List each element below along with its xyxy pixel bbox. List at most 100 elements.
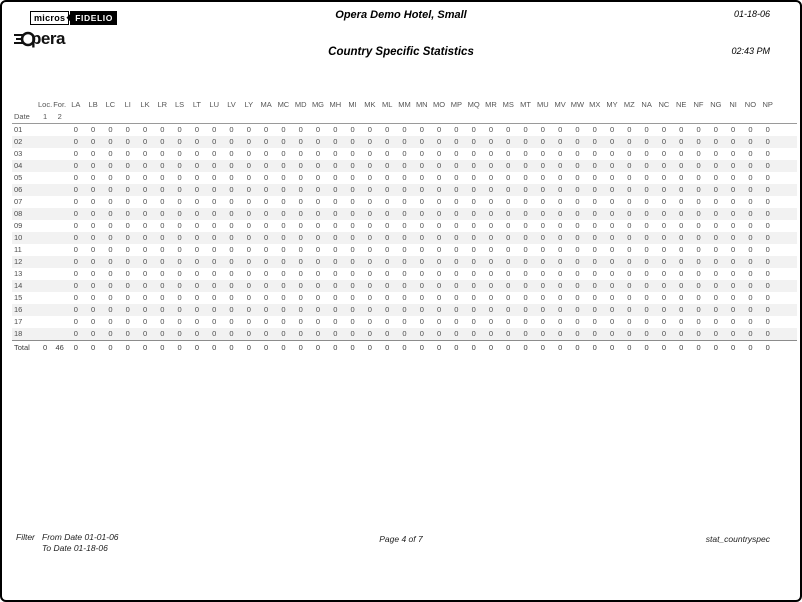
value-cell: 0: [644, 125, 649, 134]
value-cell: 0: [119, 184, 137, 196]
value-cell: 0: [264, 197, 269, 206]
value-cell: 0: [523, 269, 528, 278]
value-cell: 0: [523, 149, 528, 158]
value-cell: 0: [136, 256, 154, 268]
value-cell: 0: [465, 256, 483, 268]
micros-wordmark: micros: [30, 11, 70, 25]
value-cell: 0: [160, 221, 165, 230]
col-header-country: LA: [71, 100, 81, 109]
col-subheader-empty: [430, 111, 448, 124]
date-cell: 14: [12, 280, 38, 292]
for-cell: [52, 232, 68, 244]
date-cell: 07: [14, 197, 23, 206]
value-cell: 0: [609, 317, 615, 326]
loc-cell: [38, 232, 53, 244]
value-cell: 0: [281, 245, 286, 254]
value-cell: 0: [125, 221, 130, 230]
value-cell: 0: [292, 328, 310, 341]
loc-cell: [38, 196, 52, 208]
value-cell: 0: [551, 208, 569, 220]
value-cell: 0: [447, 256, 466, 268]
value-cell: 0: [609, 125, 615, 134]
value-cell: 0: [367, 317, 372, 326]
value-cell: 0: [655, 256, 673, 268]
value-cell: 0: [534, 184, 552, 196]
value-cell: 0: [482, 256, 500, 268]
value-cell: 0: [731, 317, 736, 326]
col-subheader-empty: [707, 111, 725, 124]
value-cell: 0: [713, 125, 718, 134]
value-cell: 0: [540, 269, 545, 278]
value-cell: 0: [292, 184, 310, 196]
total-for-cell: 46: [52, 340, 68, 355]
col-subheader-empty: [205, 111, 223, 124]
value-cell: 0: [586, 304, 604, 316]
date-cell: 16: [12, 304, 38, 316]
total-value-cell: 0: [499, 340, 517, 355]
total-value-cell: 0: [447, 340, 466, 355]
value-cell: 0: [67, 136, 85, 148]
total-value-cell: 0: [655, 340, 673, 355]
value-cell: 0: [436, 221, 442, 230]
col-subheader-empty: [551, 111, 569, 124]
col-subheader-empty: [240, 111, 258, 124]
value-cell: 0: [748, 293, 753, 302]
value-cell: 0: [257, 232, 275, 244]
value-cell: 0: [586, 280, 604, 292]
loc-cell: [38, 220, 52, 232]
value-cell: 0: [506, 173, 511, 182]
value-cell: 0: [315, 149, 321, 158]
value-cell: 0: [488, 293, 494, 302]
value-cell: 0: [91, 149, 96, 158]
value-cell: 0: [413, 160, 431, 172]
value-cell: 0: [627, 317, 632, 326]
value-cell: 0: [741, 256, 760, 268]
value-cell: 0: [222, 256, 241, 268]
col-subheader-empty: [689, 111, 708, 124]
value-cell: 0: [603, 136, 621, 148]
col-header-country: LC: [105, 100, 116, 109]
spacer-cell: [776, 136, 798, 148]
value-cell: 0: [689, 280, 708, 292]
col-header-country: MK: [364, 100, 376, 109]
loc-cell: [38, 292, 52, 304]
value-cell: 0: [361, 232, 379, 244]
value-cell: 0: [194, 293, 199, 302]
value-cell: 0: [177, 173, 182, 182]
value-cell: 0: [136, 232, 154, 244]
total-value-cell: 0: [101, 340, 120, 355]
total-value-cell: 0: [759, 340, 777, 355]
value-cell: 0: [205, 232, 223, 244]
value-cell: 0: [333, 245, 338, 254]
value-cell: 0: [465, 304, 483, 316]
value-cell: 0: [177, 269, 182, 278]
col-header-country: MG: [311, 100, 325, 109]
value-cell: 0: [465, 280, 483, 292]
value-cell: 0: [170, 280, 189, 292]
value-cell: 0: [194, 269, 199, 278]
value-cell: 0: [465, 208, 483, 220]
col-header-country: LS: [175, 100, 185, 109]
value-cell: 0: [637, 256, 656, 268]
value-cell: 0: [516, 232, 535, 244]
value-cell: 0: [471, 221, 476, 230]
loc-cell: [38, 172, 52, 184]
spacer-cell: [776, 208, 798, 220]
value-cell: 0: [101, 160, 120, 172]
value-cell: 0: [661, 317, 667, 326]
value-cell: 0: [385, 293, 390, 302]
value-cell: 0: [395, 304, 414, 316]
value-cell: 0: [212, 149, 217, 158]
value-cell: 0: [205, 280, 223, 292]
for-cell: [52, 196, 67, 208]
spacer-cell: [776, 124, 797, 137]
table-row: 03 0 0 0 0 0 0 0 0 0 0 0 0 0 0 0 0 0 0 0 0 0 0 0 0 0 0 0 0 0 0 0 0 0 0 0 0 0 0…: [12, 148, 797, 160]
value-cell: 0: [672, 184, 690, 196]
value-cell: 0: [350, 173, 355, 182]
value-cell: 0: [707, 328, 725, 341]
value-cell: 0: [142, 317, 148, 326]
value-cell: 0: [765, 149, 770, 158]
value-cell: 0: [731, 149, 736, 158]
for-cell: [52, 292, 67, 304]
value-cell: 0: [395, 256, 414, 268]
